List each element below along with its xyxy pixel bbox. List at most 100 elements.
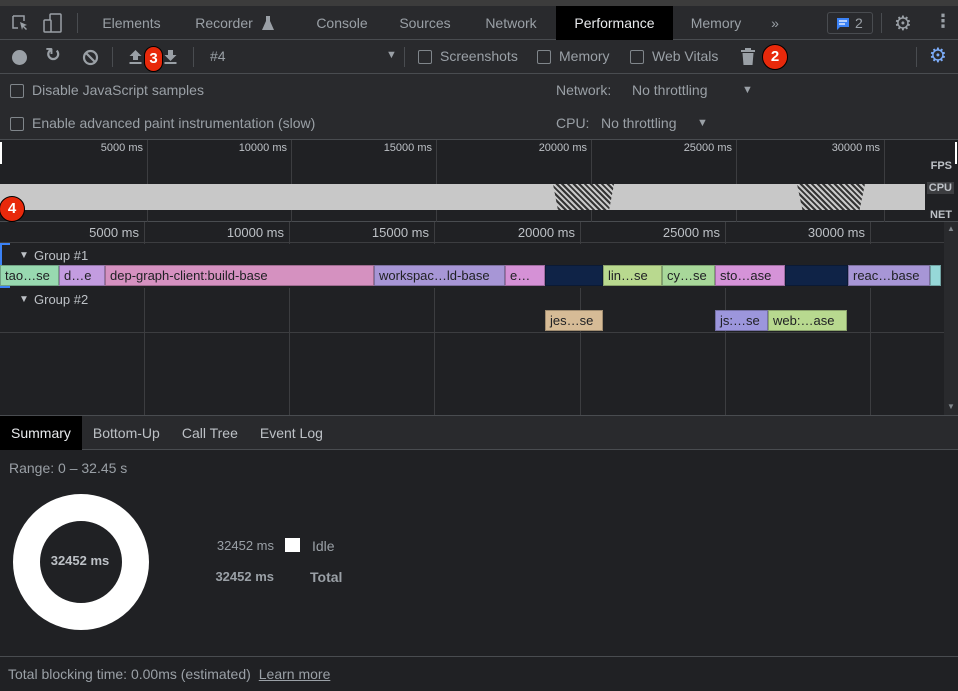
cpu-track-label: CPU: [926, 182, 954, 194]
idle-value: 32452 ms: [216, 538, 274, 553]
network-throttling-value: No throttling: [632, 82, 708, 98]
timeline-tick-label: 30000 ms: [807, 225, 865, 240]
overview-gridline: [291, 140, 292, 222]
web-vitals-checkbox[interactable]: [630, 50, 644, 64]
summary-range: Range: 0 – 32.45 s: [9, 460, 128, 476]
overview-tick-label: 10000 ms: [238, 142, 287, 154]
network-throttling-select[interactable]: No throttling ▼: [632, 80, 756, 102]
record-icon[interactable]: [12, 50, 27, 65]
cpu-activity-chart: [0, 184, 925, 210]
divider: [77, 13, 78, 33]
total-label: Total: [310, 569, 343, 585]
timeline-tick-label: 25000 ms: [662, 225, 720, 240]
timeline-gridline: [870, 222, 871, 415]
cpu-hatched-region: [553, 184, 614, 210]
overview-tick-label: 15000 ms: [383, 142, 432, 154]
trash-icon[interactable]: [741, 48, 755, 65]
divider: [112, 47, 113, 67]
scroll-up-arrow-icon[interactable]: ▲: [947, 224, 955, 233]
inspect-element-icon[interactable]: [11, 14, 29, 32]
tab-network[interactable]: Network: [485, 15, 537, 31]
cpu-label: CPU:: [556, 115, 590, 131]
settings-gear-icon[interactable]: ⚙: [894, 13, 912, 35]
flame-chart-bar[interactable]: dep-graph-client:build-base: [105, 265, 374, 286]
group-1-triangle-down-icon[interactable]: ▼: [19, 250, 29, 261]
memory-label: Memory: [559, 48, 610, 64]
tab-memory[interactable]: Memory: [690, 15, 742, 31]
tab-summary[interactable]: Summary: [0, 416, 82, 450]
disable-js-samples-checkbox[interactable]: [10, 84, 24, 98]
overview-tick-label: 30000 ms: [831, 142, 880, 154]
tab-bottom-up[interactable]: Bottom-Up: [92, 425, 160, 441]
tab-performance[interactable]: Performance: [556, 6, 673, 40]
overview-gridline: [147, 140, 148, 222]
cpu-throttling-select[interactable]: No throttling ▼: [601, 113, 711, 135]
web-vitals-label: Web Vitals: [652, 48, 719, 64]
annotation-marker-2: 2: [762, 44, 788, 70]
profile-select-value: #4: [210, 48, 226, 64]
device-toolbar-icon[interactable]: [43, 13, 63, 33]
tab-elements[interactable]: Elements: [102, 15, 161, 31]
footer: Total blocking time: 0.00ms (estimated) …: [0, 656, 958, 691]
overview-tick-label: 25000 ms: [683, 142, 732, 154]
download-icon[interactable]: [163, 49, 178, 65]
tab-console[interactable]: Console: [316, 15, 368, 31]
summary-donut-chart: [13, 494, 149, 630]
flame-chart-bar[interactable]: [785, 265, 848, 286]
flame-chart-bar[interactable]: d…e: [59, 265, 105, 286]
devtools-tab-bar: Elements Recorder Console Sources Networ…: [0, 6, 958, 40]
flame-chart-bar[interactable]: sto…ase: [715, 265, 785, 286]
flame-chart-bar[interactable]: js:…se: [715, 310, 768, 331]
timeline-tick-label: 15000 ms: [371, 225, 429, 240]
capture-settings-panel: Disable JavaScript samples Enable advanc…: [0, 74, 958, 140]
flame-chart-bar[interactable]: cy…se: [662, 265, 715, 286]
tab-event-log[interactable]: Event Log: [259, 425, 323, 441]
advanced-paint-checkbox[interactable]: [10, 117, 24, 131]
group-2-triangle-down-icon[interactable]: ▼: [19, 294, 29, 305]
donut-center-total: 32452 ms: [50, 553, 110, 568]
window-top-strip: [0, 0, 958, 6]
flame-chart-bar[interactable]: [545, 265, 603, 286]
flame-chart-bar[interactable]: jes…se: [545, 310, 603, 331]
upload-icon[interactable]: [128, 49, 143, 65]
flame-chart-bar[interactable]: workspac…ld-base: [374, 265, 505, 286]
idle-legend-swatch: [285, 538, 300, 552]
chevron-down-icon: ▼: [386, 49, 397, 61]
flame-chart-bar[interactable]: [930, 265, 941, 286]
issues-count: 2: [855, 15, 863, 31]
flame-chart-bar[interactable]: web:…ase: [768, 310, 847, 331]
network-label: Network:: [556, 82, 612, 98]
scroll-down-arrow-icon[interactable]: ▼: [947, 402, 955, 411]
capture-settings-gear-icon[interactable]: ⚙: [929, 45, 947, 67]
screenshots-checkbox[interactable]: [418, 50, 432, 64]
flame-chart-bar[interactable]: reac…base: [848, 265, 930, 286]
group-1-label[interactable]: Group #1: [34, 248, 89, 263]
more-options-icon[interactable]: ⋮: [934, 11, 952, 31]
group-2-label[interactable]: Group #2: [34, 292, 89, 307]
flame-chart-bar[interactable]: e…: [505, 265, 545, 286]
divider: [193, 47, 194, 67]
advanced-paint-label: Enable advanced paint instrumentation (s…: [32, 115, 316, 131]
learn-more-link[interactable]: Learn more: [258, 666, 331, 682]
overview-right-handle[interactable]: [955, 142, 957, 164]
clear-icon[interactable]: [82, 49, 99, 66]
total-blocking-time: Total blocking time: 0.00ms (estimated): [8, 666, 251, 682]
flame-chart[interactable]: ▼ Group #1 ▼ Group #2 5000 ms 10000 ms 150…: [0, 222, 944, 415]
issues-button[interactable]: 2: [827, 12, 873, 34]
chevron-down-icon: ▼: [697, 117, 708, 129]
memory-checkbox[interactable]: [537, 50, 551, 64]
timeline-tick-label: 5000 ms: [89, 225, 139, 240]
more-tabs-chevron-icon[interactable]: »: [771, 15, 779, 31]
tab-sources[interactable]: Sources: [399, 15, 451, 31]
reload-record-icon[interactable]: ↻: [45, 45, 61, 66]
timeline-ruler: [0, 222, 944, 243]
flame-chart-bar[interactable]: lin…se: [603, 265, 662, 286]
tab-recorder[interactable]: Recorder: [195, 15, 253, 31]
timeline-overview[interactable]: FPS CPU NET 5000 ms 10000 ms 15000 ms 20000…: [0, 140, 958, 222]
flame-chart-bar[interactable]: tao…se: [0, 265, 59, 286]
timeline-tick-label: 10000 ms: [226, 225, 284, 240]
vertical-scrollbar[interactable]: ▲ ▼: [944, 222, 958, 415]
tab-call-tree[interactable]: Call Tree: [181, 425, 238, 441]
profile-select[interactable]: #4 ▼: [200, 45, 400, 69]
overview-left-handle[interactable]: [0, 142, 2, 164]
